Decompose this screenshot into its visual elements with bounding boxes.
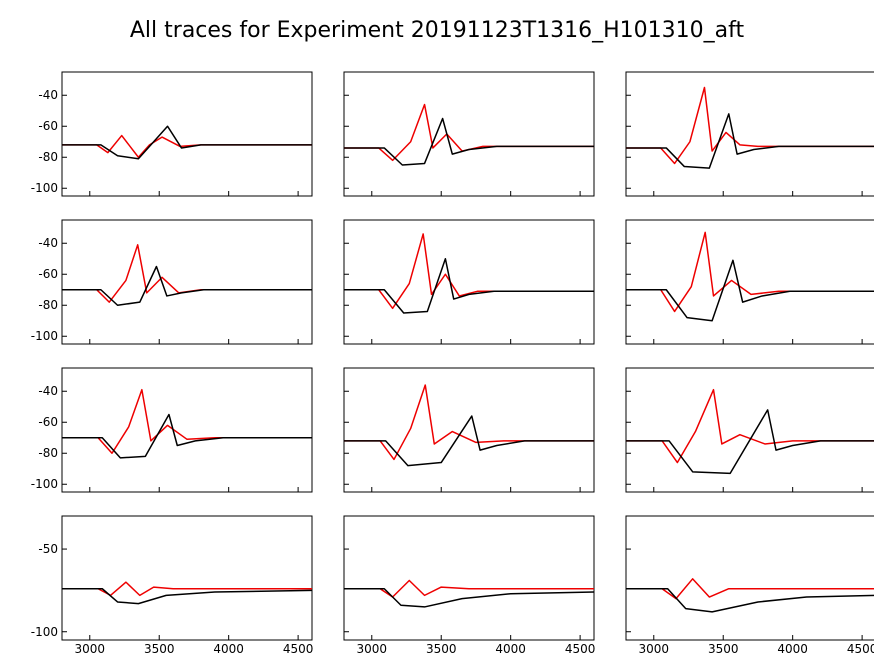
- trace-line: [344, 416, 594, 466]
- trace-line: [344, 589, 594, 607]
- ytick-label: -60: [38, 119, 62, 133]
- panel-svg: [626, 516, 874, 640]
- figure: All traces for Experiment 20191123T1316_…: [0, 0, 874, 656]
- chart-panel: -40-60-80-100: [62, 72, 312, 196]
- xtick-label: 4000: [495, 640, 526, 656]
- panel-svg: [62, 72, 312, 196]
- ytick-label: -100: [31, 477, 62, 491]
- xtick-label: 3500: [708, 640, 739, 656]
- panel-svg: [344, 220, 594, 344]
- chart-panel: 3000350040004500: [626, 516, 874, 640]
- ytick-label: -100: [31, 625, 62, 639]
- xtick-label: 4500: [847, 640, 874, 656]
- chart-panel: -40-60-80-100: [62, 368, 312, 492]
- ytick-label: -80: [38, 150, 62, 164]
- panel-svg: [344, 516, 594, 640]
- chart-panel: -40-60-80-100: [62, 220, 312, 344]
- trace-line: [62, 126, 312, 159]
- chart-panel: [626, 220, 874, 344]
- ytick-label: -40: [38, 384, 62, 398]
- xtick-label: 3000: [356, 640, 387, 656]
- ytick-label: -40: [38, 236, 62, 250]
- ytick-label: -100: [31, 329, 62, 343]
- xtick-label: 3000: [638, 640, 669, 656]
- chart-panel: 3000350040004500: [344, 516, 594, 640]
- figure-title: All traces for Experiment 20191123T1316_…: [0, 18, 874, 43]
- trace-line: [626, 260, 874, 320]
- xtick-label: 4500: [283, 640, 314, 656]
- trace-line: [344, 259, 594, 313]
- trace-line: [344, 119, 594, 166]
- ytick-label: -80: [38, 446, 62, 460]
- panel-svg: [626, 368, 874, 492]
- trace-line: [62, 245, 312, 302]
- trace-line: [626, 390, 874, 463]
- trace-line: [626, 114, 874, 168]
- panel-svg: [62, 368, 312, 492]
- chart-panel: [626, 368, 874, 492]
- trace-line: [62, 589, 312, 604]
- chart-panel: [344, 72, 594, 196]
- xtick-label: 3000: [74, 640, 105, 656]
- xtick-label: 3500: [426, 640, 457, 656]
- trace-line: [344, 234, 594, 308]
- panel-svg: [626, 220, 874, 344]
- trace-line: [344, 385, 594, 459]
- panel-svg: [344, 72, 594, 196]
- ytick-label: -60: [38, 415, 62, 429]
- ytick-label: -100: [31, 181, 62, 195]
- panel-svg: [62, 516, 312, 640]
- chart-panel: [344, 220, 594, 344]
- ytick-label: -40: [38, 88, 62, 102]
- xtick-label: 4500: [565, 640, 596, 656]
- panel-svg: [626, 72, 874, 196]
- ytick-label: -80: [38, 298, 62, 312]
- trace-line: [626, 589, 874, 612]
- xtick-label: 4000: [213, 640, 244, 656]
- panel-svg: [62, 220, 312, 344]
- xtick-label: 3500: [144, 640, 175, 656]
- chart-panel: [344, 368, 594, 492]
- trace-line: [62, 267, 312, 306]
- xtick-label: 4000: [777, 640, 808, 656]
- trace-line: [626, 88, 874, 164]
- chart-panel: 3000350040004500-50-100: [62, 516, 312, 640]
- trace-line: [62, 415, 312, 458]
- trace-line: [344, 105, 594, 161]
- ytick-label: -60: [38, 267, 62, 281]
- panel-svg: [344, 368, 594, 492]
- chart-panel: [626, 72, 874, 196]
- ytick-label: -50: [38, 542, 62, 556]
